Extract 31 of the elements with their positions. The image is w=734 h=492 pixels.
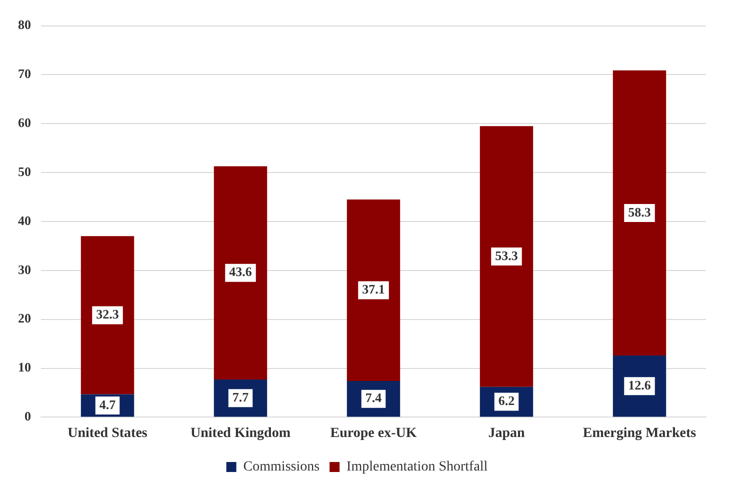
data-label: 32.3 — [96, 306, 120, 322]
y-tick-label: 60 — [18, 115, 31, 130]
bar — [80, 236, 134, 394]
y-tick-label: 10 — [18, 360, 31, 375]
y-tick-label: 0 — [24, 408, 31, 424]
y-tick-label: 30 — [18, 262, 31, 277]
x-tick-label: Europe ex-UK — [330, 426, 417, 442]
x-tick-label: United Kingdom — [190, 426, 291, 442]
legend-label: Commissions — [243, 460, 320, 475]
bar — [612, 70, 666, 356]
x-tick-label: Emerging Markets — [582, 426, 697, 442]
y-tick-label: 20 — [18, 310, 31, 326]
data-label: 53.3 — [495, 248, 518, 263]
data-label: 7.4 — [365, 390, 382, 406]
data-label: 43.6 — [229, 264, 252, 280]
legend-label: Implementation Shortfall — [346, 460, 488, 475]
y-tick-label: 70 — [18, 66, 31, 82]
x-tick-label: United States — [68, 426, 148, 442]
data-label: 58.3 — [628, 204, 652, 220]
bar — [214, 166, 268, 380]
data-label: 6.2 — [498, 393, 515, 408]
data-label: 12.6 — [628, 377, 652, 392]
x-tick-label: Japan — [488, 426, 525, 442]
bar — [480, 126, 534, 387]
y-tick-label: 40 — [18, 212, 31, 228]
y-tick-label: 50 — [18, 164, 31, 179]
bar — [346, 199, 400, 381]
y-tick-label: 80 — [18, 17, 31, 32]
data-label: 4.7 — [99, 396, 116, 412]
data-label: 37.1 — [362, 282, 385, 297]
data-label: 7.7 — [232, 389, 250, 404]
